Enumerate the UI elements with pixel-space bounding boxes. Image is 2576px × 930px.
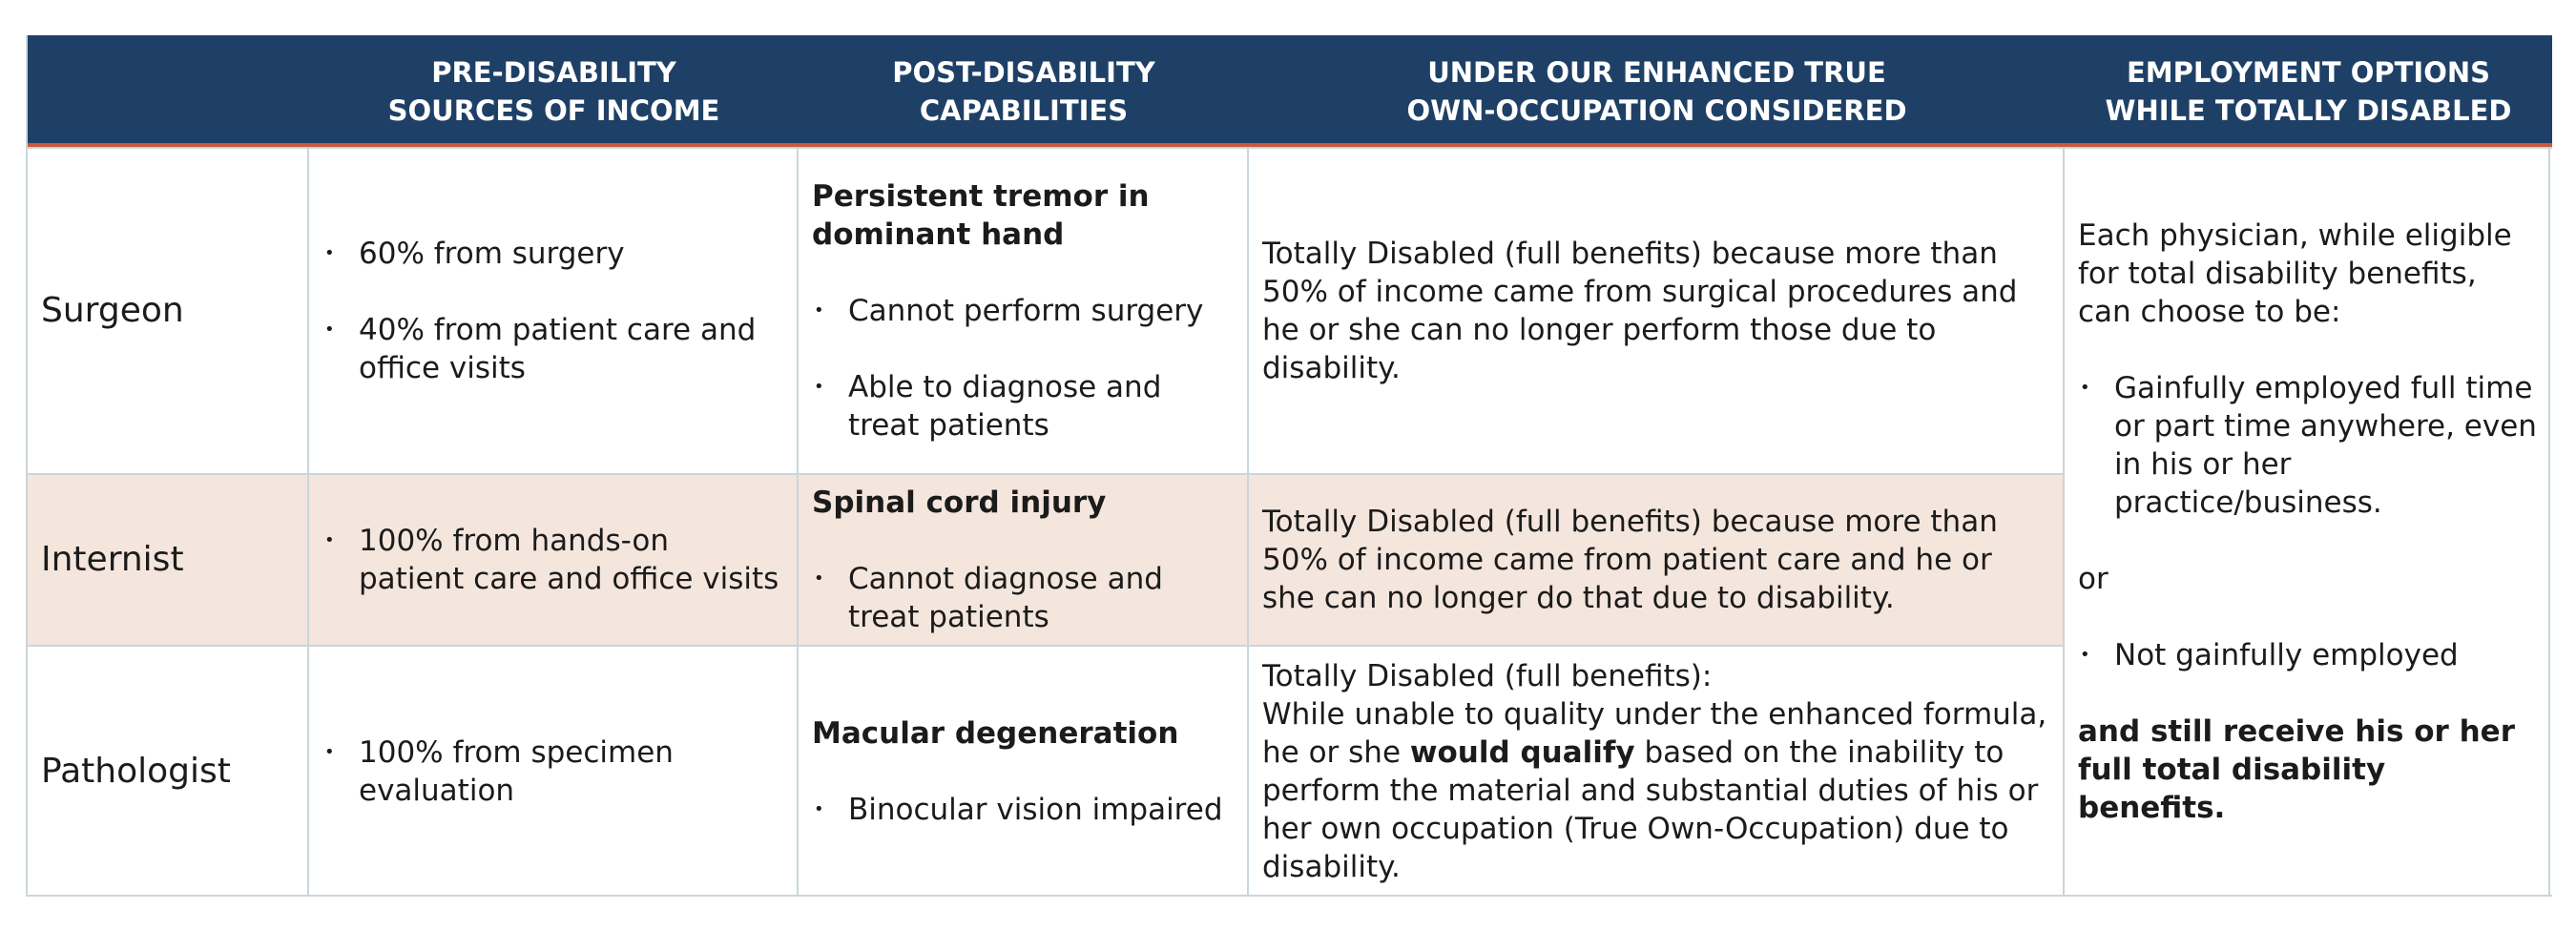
disability-comparison-table: PRE-DISABILITY SOURCES OF INCOME POST-DI…	[26, 35, 2552, 897]
employment-option-employed: Gainfully employed full time or part tim…	[2114, 371, 2537, 520]
header-true-own-occupation: UNDER OUR ENHANCED TRUE OWN-OCCUPATION C…	[1249, 35, 2065, 147]
bullet-icon: •	[324, 320, 335, 340]
bullet-icon: •	[814, 377, 824, 397]
list-item-text: 40% from patient care and office visits	[359, 313, 757, 385]
considered-text: Totally Disabled (full benefits) because…	[1262, 505, 1998, 615]
list-item: • Able to diagnose and treat patients	[812, 368, 1234, 444]
row-label-text: Internist	[41, 540, 184, 579]
bullet-icon: •	[324, 243, 335, 263]
surgeon-income-cell: • 60% from surgery • 40% from patient ca…	[309, 147, 799, 473]
list-item-text: 100% from specimen evaluation	[359, 735, 674, 808]
list-item: • 100% from hands-on patient care and of…	[322, 522, 783, 598]
surgeon-considered-cell: Totally Disabled (full benefits) because…	[1249, 147, 2065, 473]
bullet-icon: •	[814, 300, 824, 320]
row-label-internist: Internist	[28, 473, 309, 645]
considered-text-emphasis: would qualify	[1409, 735, 1635, 770]
considered-heading: Totally Disabled (full benefits):	[1262, 659, 1713, 693]
employment-or: or	[2078, 562, 2109, 596]
list-item: • 100% from specimen evaluation	[322, 734, 783, 810]
header-pre-disability-line1: PRE-DISABILITY	[431, 55, 676, 89]
considered-text: While unable to quality under the enhanc…	[1262, 695, 2049, 886]
row-label-pathologist: Pathologist	[28, 645, 309, 897]
employment-option-not-employed: Not gainfully employed	[2114, 638, 2459, 672]
header-pre-disability: PRE-DISABILITY SOURCES OF INCOME	[309, 35, 799, 147]
employment-closing: and still receive his or her full total …	[2078, 714, 2515, 825]
list-item-text: 100% from hands-on patient care and offi…	[359, 524, 779, 596]
header-post-disability-line1: POST-DISABILITY	[892, 55, 1155, 89]
list-item: • Gainfully employed full time or part t…	[2078, 369, 2539, 522]
capability-title: Spinal cord injury	[812, 486, 1107, 520]
row-label-text: Surgeon	[41, 291, 184, 330]
pathologist-considered-cell: Totally Disabled (full benefits): While …	[1249, 645, 2065, 897]
bullet-icon: •	[2080, 378, 2090, 398]
list-item-text: 60% from surgery	[359, 237, 625, 271]
pathologist-capabilities-cell: Macular degeneration • Binocular vision …	[799, 645, 1249, 897]
header-true-own-occupation-line2: OWN-OCCUPATION CONSIDERED	[1406, 93, 1907, 127]
bullet-icon: •	[814, 799, 824, 819]
bullet-icon: •	[324, 742, 335, 762]
header-true-own-occupation-line1: UNDER OUR ENHANCED TRUE	[1427, 55, 1886, 89]
capability-title: Macular degeneration	[812, 716, 1179, 751]
list-item-text: Cannot perform surgery	[848, 294, 1204, 328]
list-item-text: Able to diagnose and treat patients	[848, 370, 1162, 443]
employment-options-cell: Each physician, while eligible for total…	[2065, 147, 2552, 897]
row-label-surgeon: Surgeon	[28, 147, 309, 473]
header-employment-options-line1: EMPLOYMENT OPTIONS	[2126, 55, 2491, 89]
internist-income-cell: • 100% from hands-on patient care and of…	[309, 473, 799, 645]
list-item: • 60% from surgery	[322, 235, 783, 273]
header-post-disability: POST-DISABILITY CAPABILITIES	[799, 35, 1249, 147]
header-pre-disability-line2: SOURCES OF INCOME	[387, 93, 720, 127]
considered-text-pre: While unable to quality under the enhanc…	[1262, 697, 2047, 770]
list-item: • Not gainfully employed	[2078, 636, 2539, 674]
list-item: • Cannot perform surgery	[812, 292, 1234, 330]
header-post-disability-line2: CAPABILITIES	[919, 93, 1129, 127]
considered-text: Totally Disabled (full benefits) because…	[1262, 237, 2018, 385]
bullet-icon: •	[814, 568, 824, 589]
header-employment-options-line2: WHILE TOTALLY DISABLED	[2105, 93, 2512, 127]
considered-text-post: based on the inability to perform the ma…	[1262, 735, 2039, 884]
bullet-icon: •	[2080, 645, 2090, 665]
row-label-text: Pathologist	[41, 752, 231, 791]
capability-title: Persistent tremor in dominant hand	[812, 179, 1150, 252]
list-item-text: Cannot diagnose and treat patients	[848, 562, 1163, 634]
internist-capabilities-cell: Spinal cord injury • Cannot diagnose and…	[799, 473, 1249, 645]
employment-intro: Each physician, while eligible for total…	[2078, 218, 2512, 329]
surgeon-capabilities-cell: Persistent tremor in dominant hand • Can…	[799, 147, 1249, 473]
list-item: • Cannot diagnose and treat patients	[812, 560, 1234, 636]
header-employment-options: EMPLOYMENT OPTIONS WHILE TOTALLY DISABLE…	[2065, 35, 2552, 147]
pathologist-income-cell: • 100% from specimen evaluation	[309, 645, 799, 897]
internist-considered-cell: Totally Disabled (full benefits) because…	[1249, 473, 2065, 645]
list-item-text: Binocular vision impaired	[848, 793, 1223, 827]
bullet-icon: •	[324, 530, 335, 550]
list-item: • Binocular vision impaired	[812, 791, 1234, 829]
header-empty	[28, 35, 309, 147]
list-item: • 40% from patient care and office visit…	[322, 311, 783, 387]
